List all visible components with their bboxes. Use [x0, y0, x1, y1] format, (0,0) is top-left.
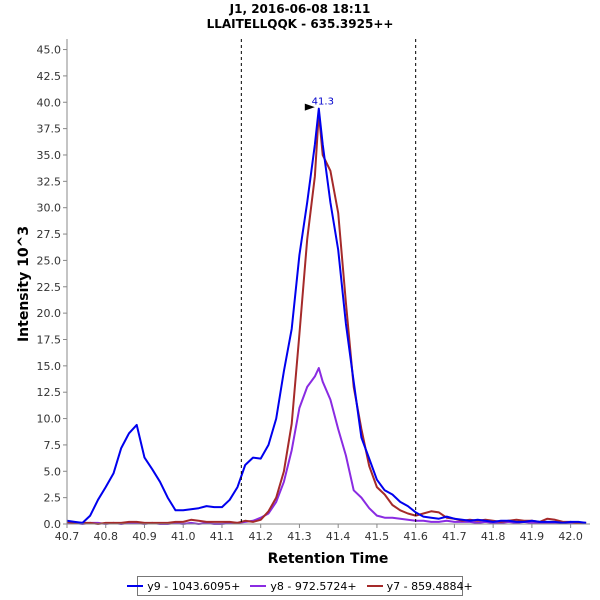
x-tick-label: 41.6: [403, 530, 428, 543]
y-tick-label: 7.5: [44, 439, 62, 452]
x-tick-label: 41.5: [365, 530, 390, 543]
x-tick-label: 41.7: [442, 530, 467, 543]
y-tick-label: 45.0: [37, 44, 62, 57]
y-tick-label: 15.0: [37, 360, 62, 373]
legend-label: y9 - 1043.6095+: [147, 579, 241, 593]
legend-item: y7 - 859.4884+: [366, 579, 473, 593]
x-axis-label: Retention Time: [268, 551, 389, 567]
x-tick-label: 41.0: [171, 530, 196, 543]
legend-item: y8 - 972.5724+: [250, 579, 357, 593]
x-tick-label: 41.3: [287, 530, 312, 543]
y-tick-label: 10.0: [37, 413, 62, 426]
x-tick-label: 40.9: [132, 530, 157, 543]
legend-swatch: [366, 585, 383, 587]
y-tick-label: 0.0: [44, 518, 62, 531]
y-tick-label: 22.5: [37, 281, 62, 294]
y-tick-label: 12.5: [37, 386, 62, 399]
y-tick-label: 20.0: [37, 307, 62, 320]
y-tick-label: 37.5: [37, 123, 62, 136]
y-tick-label: 32.5: [37, 175, 62, 188]
x-tick-label: 40.8: [93, 530, 118, 543]
legend-label: y7 - 859.4884+: [386, 579, 473, 593]
y-tick-label: 27.5: [37, 228, 62, 241]
x-tick-label: 42.0: [558, 530, 583, 543]
x-tick-label: 41.2: [248, 530, 273, 543]
legend-label: y8 - 972.5724+: [270, 579, 357, 593]
chart-subtitle: LLAITELLQQK - 635.3925++: [206, 17, 394, 31]
y-tick-label: 2.5: [44, 492, 62, 505]
y-tick-label: 25.0: [37, 254, 62, 267]
x-tick-label: 41.8: [481, 530, 506, 543]
peak-label: 41.3: [312, 97, 334, 108]
y-tick-label: 42.5: [37, 70, 62, 83]
y-tick-label: 17.5: [37, 333, 62, 346]
series-line-y9: [66, 107, 587, 524]
y-axis-label: Intensity 10^3: [16, 226, 32, 342]
legend-swatch: [127, 585, 144, 587]
x-tick-label: 41.9: [520, 530, 545, 543]
y-tick-label: 5.0: [44, 465, 62, 478]
y-tick-label: 40.0: [37, 96, 62, 109]
y-tick-label: 30.0: [37, 202, 62, 215]
peak-marker-arrow: [304, 103, 315, 111]
y-tick-label: 35.0: [37, 149, 62, 162]
legend: y9 - 1043.6095+ y8 - 972.5724+ y7 - 859.48…: [127, 576, 473, 596]
plot-area: [67, 39, 590, 524]
x-tick-label: 41.1: [210, 530, 235, 543]
legend-item: y9 - 1043.6095+: [127, 580, 240, 593]
chart-title: J1, 2016-06-08 18:11: [229, 2, 371, 16]
legend-swatch: [250, 585, 267, 587]
x-tick-label: 40.7: [55, 530, 80, 543]
x-tick-label: 41.4: [326, 530, 351, 543]
